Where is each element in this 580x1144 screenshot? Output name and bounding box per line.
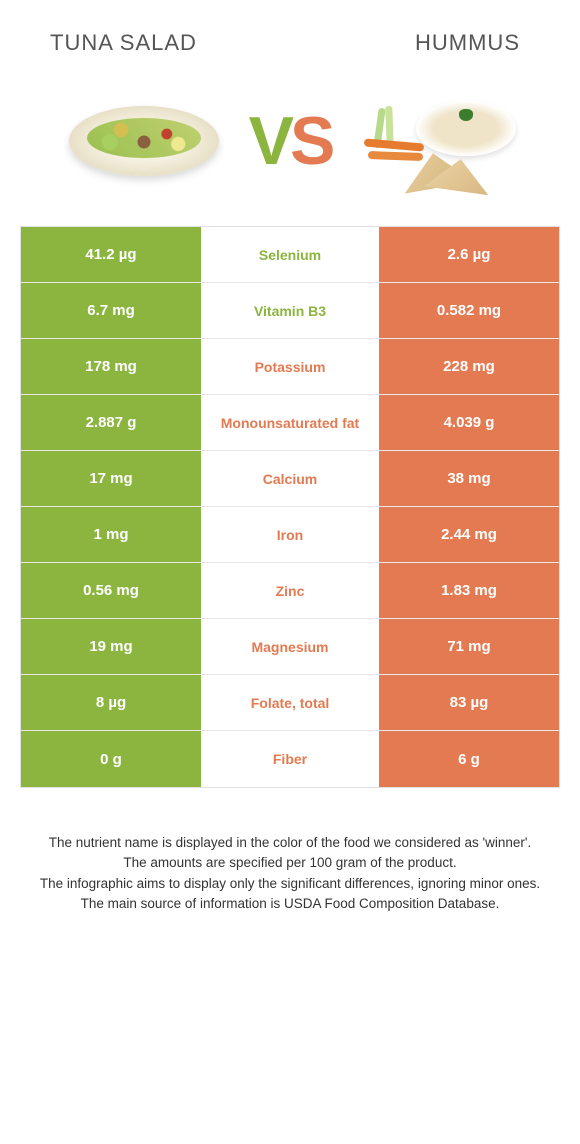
right-value-cell: 38 mg <box>379 451 559 506</box>
nutrient-label-cell: Selenium <box>201 227 379 282</box>
table-row: 2.887 gMonounsaturated fat4.039 g <box>21 395 559 451</box>
right-value-cell: 2.6 µg <box>379 227 559 282</box>
footer-notes: The nutrient name is displayed in the co… <box>0 788 580 914</box>
left-value-cell: 178 mg <box>21 339 201 394</box>
table-row: 178 mgPotassium228 mg <box>21 339 559 395</box>
nutrient-label-cell: Vitamin B3 <box>201 283 379 338</box>
vs-v: V <box>249 102 290 180</box>
nutrient-label-cell: Calcium <box>201 451 379 506</box>
left-value-cell: 19 mg <box>21 619 201 674</box>
right-value-cell: 2.44 mg <box>379 507 559 562</box>
header: Tuna salad Hummus <box>0 0 580 76</box>
right-value-cell: 0.582 mg <box>379 283 559 338</box>
right-food-title: Hummus <box>415 30 520 56</box>
table-row: 6.7 mgVitamin B30.582 mg <box>21 283 559 339</box>
left-food-title: Tuna salad <box>50 30 197 56</box>
right-food-image <box>346 86 526 196</box>
nutrient-label-cell: Iron <box>201 507 379 562</box>
right-value-cell: 6 g <box>379 731 559 787</box>
left-value-cell: 1 mg <box>21 507 201 562</box>
nutrient-label-cell: Monounsaturated fat <box>201 395 379 450</box>
vs-s: S <box>290 102 331 180</box>
left-food-image <box>54 86 234 196</box>
nutrient-label-cell: Magnesium <box>201 619 379 674</box>
table-row: 19 mgMagnesium71 mg <box>21 619 559 675</box>
right-value-cell: 1.83 mg <box>379 563 559 618</box>
left-value-cell: 0.56 mg <box>21 563 201 618</box>
nutrient-label-cell: Zinc <box>201 563 379 618</box>
left-value-cell: 6.7 mg <box>21 283 201 338</box>
left-value-cell: 41.2 µg <box>21 227 201 282</box>
table-row: 17 mgCalcium38 mg <box>21 451 559 507</box>
footer-line: The infographic aims to display only the… <box>30 874 550 894</box>
table-row: 41.2 µgSelenium2.6 µg <box>21 227 559 283</box>
right-value-cell: 71 mg <box>379 619 559 674</box>
comparison-table: 41.2 µgSelenium2.6 µg6.7 mgVitamin B30.5… <box>20 226 560 788</box>
left-value-cell: 2.887 g <box>21 395 201 450</box>
table-row: 8 µgFolate, total83 µg <box>21 675 559 731</box>
left-value-cell: 17 mg <box>21 451 201 506</box>
vs-label: VS <box>249 102 332 180</box>
footer-line: The main source of information is USDA F… <box>30 894 550 914</box>
nutrient-label-cell: Potassium <box>201 339 379 394</box>
nutrient-label-cell: Fiber <box>201 731 379 787</box>
nutrient-label-cell: Folate, total <box>201 675 379 730</box>
left-value-cell: 8 µg <box>21 675 201 730</box>
table-row: 0.56 mgZinc1.83 mg <box>21 563 559 619</box>
left-value-cell: 0 g <box>21 731 201 787</box>
right-value-cell: 228 mg <box>379 339 559 394</box>
vs-row: VS <box>0 76 580 226</box>
right-value-cell: 83 µg <box>379 675 559 730</box>
table-row: 0 gFiber6 g <box>21 731 559 787</box>
footer-line: The nutrient name is displayed in the co… <box>30 833 550 853</box>
footer-line: The amounts are specified per 100 gram o… <box>30 853 550 873</box>
right-value-cell: 4.039 g <box>379 395 559 450</box>
table-row: 1 mgIron2.44 mg <box>21 507 559 563</box>
